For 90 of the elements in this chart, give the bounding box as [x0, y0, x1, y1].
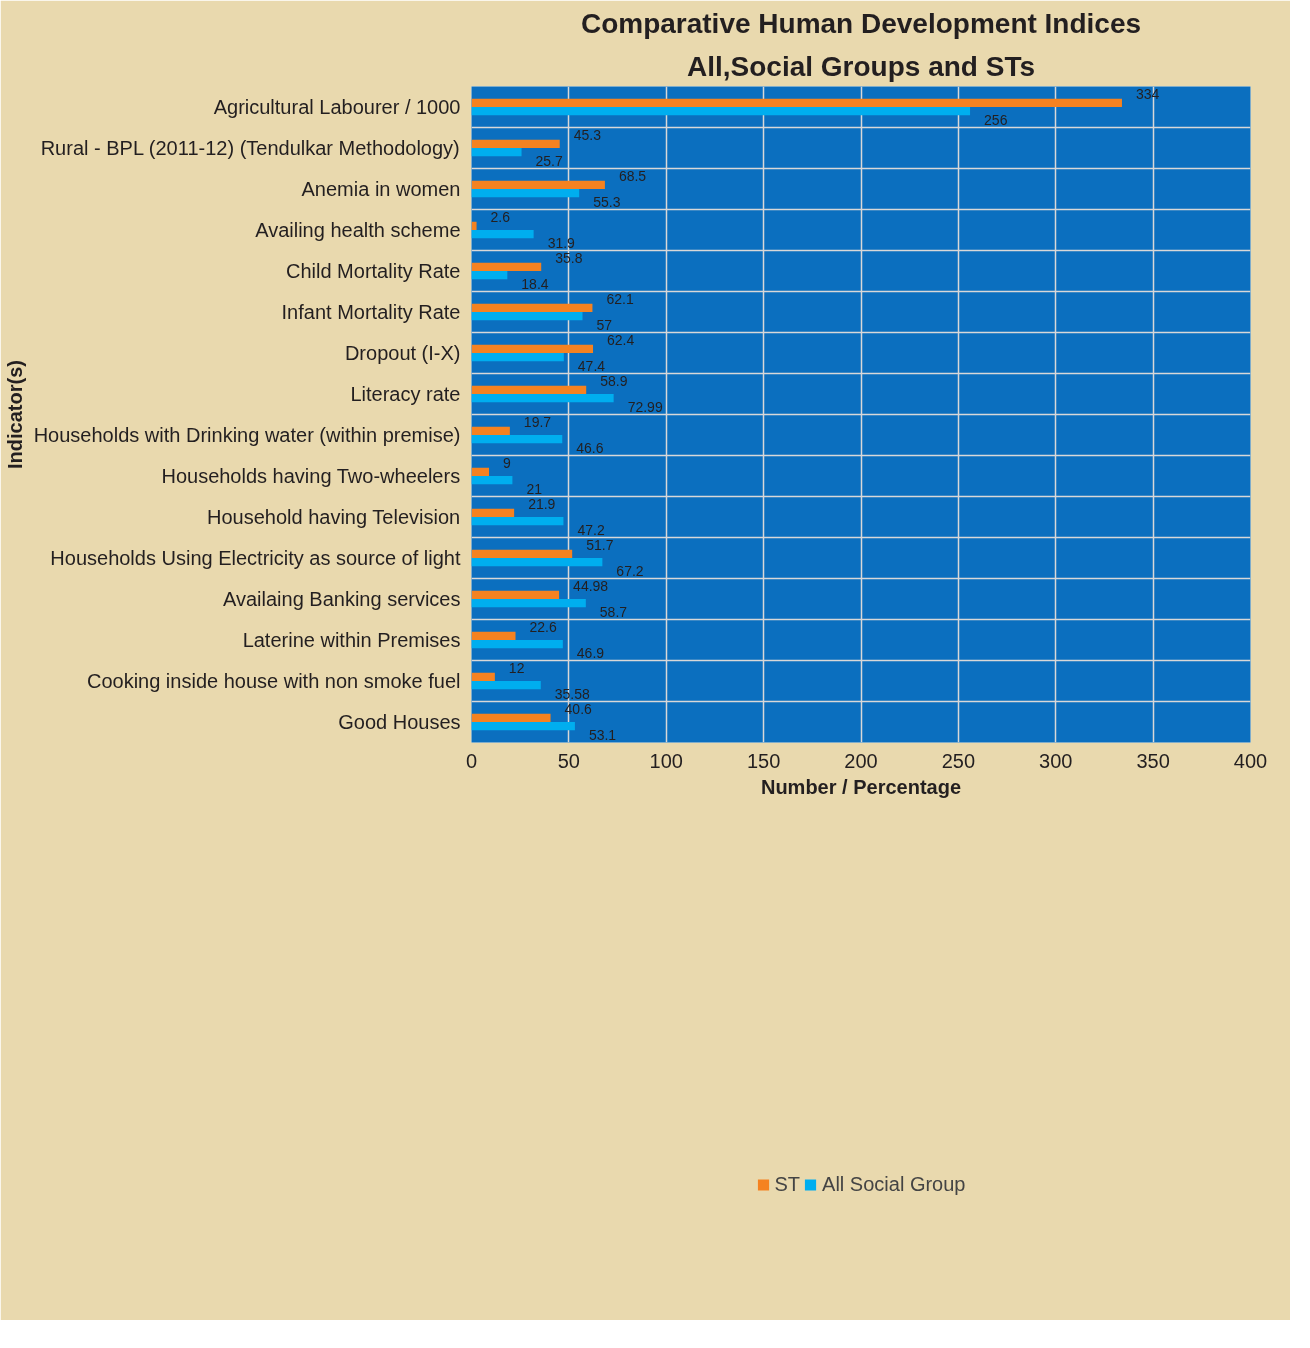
y-tick-label: Availaing Banking services: [222, 588, 461, 610]
bar: [471, 180, 605, 189]
bar: [471, 631, 516, 640]
bar: [471, 312, 583, 321]
legend-label: All Social Group: [822, 1172, 966, 1196]
y-tick-label: Households with Drinking water (within premise): [33, 424, 461, 446]
data-label: 58.7: [599, 604, 628, 621]
bar: [471, 722, 575, 731]
chart-subtitle: All,Social Groups and STs: [687, 50, 1035, 82]
data-label: 51.7: [586, 536, 614, 553]
bar: [471, 107, 971, 116]
bar: [471, 221, 477, 230]
bar: [471, 599, 586, 608]
chart-title: Comparative Human Development Indices: [580, 7, 1142, 39]
bar: [471, 467, 490, 476]
bar: [471, 394, 614, 403]
x-tick-label: 250: [941, 749, 976, 772]
y-tick-label: Infant Mortality Rate: [281, 301, 461, 323]
data-label: 12: [508, 659, 525, 676]
data-label: 57: [596, 317, 613, 334]
y-tick-label: Laterine within Premises: [242, 629, 461, 651]
bar: [471, 508, 515, 517]
data-label: 46.6: [576, 440, 604, 457]
x-tick-label: 150: [746, 749, 781, 772]
y-tick-label: Dropout (I-X): [344, 342, 461, 364]
bar: [471, 139, 560, 148]
bar: [471, 426, 510, 435]
bar: [471, 262, 542, 271]
y-axis-title: Indicator(s): [3, 360, 26, 469]
data-label: 62.1: [606, 290, 634, 307]
x-tick-label: 350: [1136, 749, 1170, 772]
x-axis-title: Number / Percentage: [760, 775, 962, 798]
data-label: 47.4: [577, 358, 606, 375]
y-tick-label: Availing health scheme: [255, 219, 461, 241]
y-tick-label: Rural - BPL (2011-12) (Tendulkar Methodology): [40, 137, 460, 159]
x-tick-label: 100: [649, 749, 683, 772]
data-label: 25.7: [535, 153, 564, 170]
bar: [471, 385, 587, 394]
data-label: 53.1: [588, 727, 617, 744]
bar: [471, 681, 541, 690]
data-label: 9: [503, 454, 512, 471]
bar: [471, 590, 560, 599]
bar: [471, 435, 563, 444]
data-label: 47.2: [577, 522, 605, 539]
data-label: 2.6: [490, 208, 511, 225]
y-tick-label: Household having Television: [207, 506, 461, 528]
y-tick-label: Literacy rate: [350, 383, 461, 405]
bar: [471, 230, 534, 239]
y-tick-label: Agricultural Labourer / 1000: [213, 96, 461, 118]
data-label: 256: [984, 112, 1008, 129]
bar: [471, 640, 563, 649]
bar: [471, 148, 522, 157]
x-tick-label: 300: [1039, 749, 1073, 772]
y-tick-label: Households having Two-wheelers: [161, 465, 461, 487]
legend-label: ST: [774, 1172, 801, 1196]
data-label: 22.6: [529, 618, 557, 635]
data-label: 21: [526, 481, 543, 498]
y-tick-label: Households Using Electricity as source of light: [50, 547, 461, 569]
bar: [471, 98, 1122, 107]
data-label: 46.9: [576, 645, 605, 662]
data-label: 44.98: [573, 577, 609, 594]
y-tick-label: Anemia in women: [301, 178, 461, 200]
data-label: 58.9: [600, 372, 628, 389]
x-tick-label: 200: [844, 749, 878, 772]
bar: [471, 353, 564, 362]
bar: [471, 558, 603, 567]
bar: [471, 517, 564, 526]
data-label: 62.4: [607, 331, 635, 348]
bar: [471, 271, 508, 280]
data-label: 45.3: [573, 126, 602, 143]
bar: [471, 549, 573, 558]
bar: [471, 713, 551, 722]
data-label: 21.9: [528, 495, 556, 512]
x-tick-label: 50: [557, 749, 580, 772]
bar: [471, 476, 513, 485]
x-tick-label: 400: [1233, 749, 1268, 772]
bar: [471, 344, 594, 353]
y-tick-label: Child Mortality Rate: [286, 260, 461, 282]
data-label: 67.2: [616, 563, 644, 580]
bar: [471, 672, 495, 681]
data-label: 68.5: [618, 167, 647, 184]
data-label: 18.4: [521, 276, 549, 293]
data-label: 55.3: [593, 194, 621, 211]
x-tick-label: 0: [465, 749, 478, 772]
y-tick-label: Good Houses: [338, 711, 461, 733]
bar: [471, 189, 580, 198]
y-tick-label: Cooking inside house with non smoke fuel: [86, 670, 461, 692]
data-label: 72.99: [627, 399, 663, 416]
bar: [471, 303, 593, 312]
data-label: 19.7: [523, 413, 552, 430]
